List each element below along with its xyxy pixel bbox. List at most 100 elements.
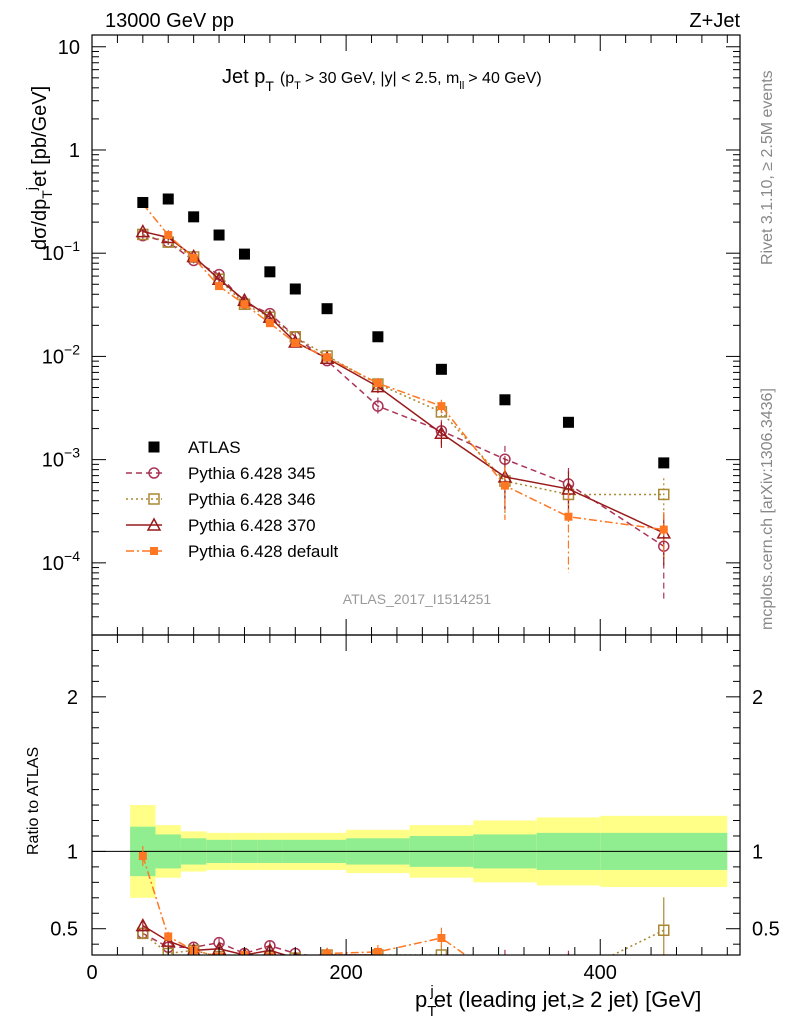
- legend-label: Pythia 6.428 346: [188, 490, 316, 509]
- data-point: [135, 224, 151, 238]
- ratio-point: [164, 932, 173, 941]
- data-point: [659, 525, 668, 534]
- legend-label: ATLAS: [188, 438, 241, 457]
- data-point: [658, 488, 670, 501]
- main-series: [135, 193, 672, 599]
- ratio-point: [135, 918, 151, 932]
- legend-label: Pythia 6.428 default: [188, 542, 339, 561]
- ylabel-main: dσ/dpTjet [pb/GeV]: [23, 86, 55, 250]
- data-point: [321, 303, 333, 315]
- x-tick-label: 400: [584, 962, 617, 984]
- ratio-tick-label-right: 0.5: [752, 919, 780, 941]
- mcplots-label: mcplots.cern.ch [arXiv:1306.3436]: [759, 388, 776, 630]
- data-point: [372, 400, 384, 412]
- y-tick-exp: −1: [64, 238, 80, 254]
- data-point: [215, 282, 224, 291]
- ratio-tick-label-right: 1: [752, 841, 763, 863]
- data-point: [162, 193, 174, 205]
- ratio-point: [562, 964, 574, 975]
- ylabel-ratio: Ratio to ATLAS: [25, 747, 42, 855]
- ratio-point: [659, 976, 669, 986]
- legend-label: Pythia 6.428 345: [188, 464, 316, 483]
- data-point: [265, 319, 274, 328]
- y-tick-base: 10: [42, 243, 64, 265]
- title-cuts-b: > 30 GeV, |y| < 2.5, m: [305, 70, 459, 87]
- y-tick-base: 10: [42, 346, 64, 368]
- legend-marker: [148, 493, 160, 505]
- ratio-point: [435, 949, 448, 955]
- ratio-point: [658, 968, 670, 979]
- plot-title: Jet pT (pT > 30 GeV, |y| < 2.5, mll > 40 Ge…: [222, 66, 542, 94]
- xlabel-sup: j: [429, 983, 433, 1000]
- series-pythia-6-428-346: [137, 228, 670, 530]
- data-point: [562, 416, 574, 428]
- legend-item: Pythia 6.428 346: [126, 490, 316, 509]
- data-point: [435, 363, 447, 375]
- title-base: Jet p: [222, 66, 265, 88]
- header-left: 13000 GeV pp: [105, 10, 234, 32]
- ratio-point: [436, 962, 446, 972]
- series-pythia-6-428-370: [135, 224, 672, 566]
- ratio-point: [435, 963, 447, 974]
- ratio-point: [238, 953, 251, 955]
- data-point: [213, 229, 225, 241]
- title-cuts-sub: T: [294, 80, 301, 92]
- series-pythia-6-428-default: [138, 199, 668, 573]
- data-point: [264, 266, 276, 278]
- legend-item: Pythia 6.428 345: [126, 464, 316, 483]
- y-tick-label: 10: [58, 37, 80, 59]
- y-tick-label: 10−2: [42, 341, 80, 368]
- title-cuts-c: > 40 GeV): [468, 70, 541, 87]
- y-tick-base: 1: [69, 140, 80, 162]
- legend-item: ATLAS: [148, 438, 241, 457]
- x-tick-label: 0: [86, 962, 97, 984]
- x-tick-label: 200: [329, 962, 362, 984]
- data-point: [372, 331, 384, 343]
- title-sub: T: [265, 78, 274, 94]
- y-tick-exp: −2: [64, 341, 80, 357]
- data-point: [291, 338, 300, 347]
- ratio-tick-label-left: 1: [67, 841, 78, 863]
- data-point: [564, 512, 573, 521]
- ratio-point: [138, 852, 147, 861]
- data-point: [238, 248, 250, 260]
- ratio-point: [563, 972, 573, 982]
- watermark: ATLAS_2017_I1514251: [343, 591, 492, 607]
- data-point: [658, 457, 670, 469]
- title-cuts-a: (p: [280, 70, 294, 87]
- xlabel-rest: et (leading jet,≥ 2 jet) [GeV]: [434, 987, 702, 1012]
- y-tick-label: 10−4: [42, 548, 80, 575]
- data-point: [289, 283, 301, 295]
- ratio-point: [658, 924, 670, 937]
- xlabel-p: p: [415, 987, 427, 1012]
- data-point: [434, 425, 449, 440]
- xlabel-sub: T: [427, 1003, 436, 1020]
- ratio-point: [499, 972, 511, 983]
- ratio-tick-label-right: 2: [752, 687, 763, 709]
- ratio-point: [500, 959, 510, 969]
- ratio-point: [660, 966, 668, 974]
- data-point: [164, 231, 173, 240]
- ratio-point: [323, 949, 332, 955]
- legend-marker: [150, 547, 158, 555]
- data-point: [437, 402, 446, 411]
- ylabel-base: dσ/dp: [29, 199, 51, 250]
- legend-item: Pythia 6.428 default: [126, 542, 339, 561]
- y-tick-exp: −4: [64, 548, 80, 564]
- ratio-point: [373, 947, 382, 955]
- ratio-frame: [91, 634, 741, 956]
- y-tick-base: 10: [42, 450, 64, 472]
- legend-item: Pythia 6.428 370: [126, 516, 316, 535]
- ratio-point: [437, 933, 446, 942]
- header-right: Z+Jet: [689, 10, 740, 32]
- legend-marker: [148, 467, 160, 479]
- data-point: [373, 379, 382, 388]
- series-atlas: [137, 193, 670, 469]
- rivet-label: Rivet 3.1.10, ≥ 2.5M events: [759, 70, 776, 265]
- y-tick-label: 10−1: [42, 238, 80, 265]
- legend-marker: [148, 441, 160, 453]
- y-tick-exp: −3: [64, 445, 80, 461]
- ratio-point: [291, 956, 299, 964]
